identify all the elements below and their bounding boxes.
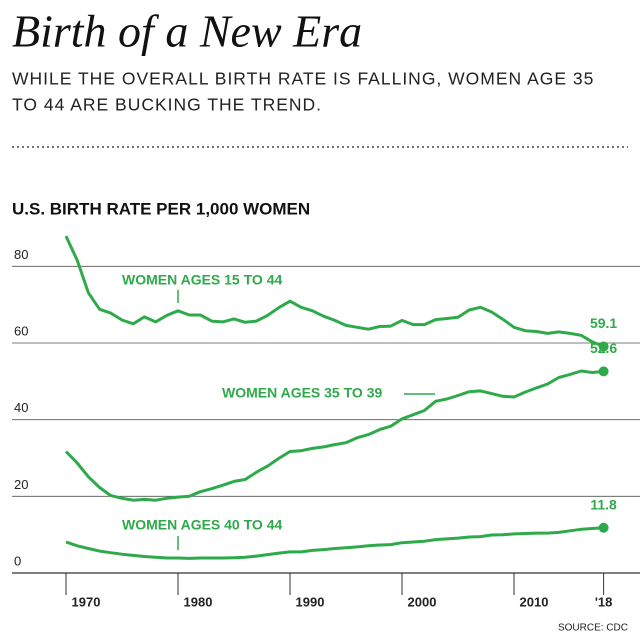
x-tick-label: '18: [595, 594, 613, 609]
y-tick-label: 80: [14, 247, 28, 262]
end-dot: [598, 522, 609, 533]
end-dot: [598, 341, 609, 352]
end-dot: [598, 366, 609, 377]
x-tick-label: 2010: [520, 594, 549, 609]
series-label: WOMEN AGES 15 TO 44: [122, 272, 282, 288]
series-line: [64, 235, 605, 348]
end-label: 59.1: [590, 315, 617, 331]
y-tick-label: 60: [14, 323, 28, 338]
subtitle: TO 44 ARE BUCKING THE TREND.: [12, 95, 322, 115]
source: SOURCE: CDC: [558, 623, 628, 634]
x-tick-label: 1990: [296, 594, 325, 609]
series-label: WOMEN AGES 40 TO 44: [122, 517, 282, 533]
end-label: 52.6: [590, 340, 617, 356]
chart-title: Birth of a New Era: [12, 6, 362, 57]
series-line: [65, 526, 604, 560]
series-line: [64, 369, 604, 502]
subtitle: WHILE THE OVERALL BIRTH RATE IS FALLING,…: [12, 69, 594, 89]
x-tick-label: 2000: [408, 594, 437, 609]
end-label: 11.8: [590, 496, 617, 512]
x-tick-label: 1970: [72, 594, 101, 609]
series-label: WOMEN AGES 35 TO 39: [222, 385, 382, 401]
y-tick-label: 0: [14, 553, 21, 568]
y-tick-label: 20: [14, 477, 28, 492]
y-tick-label: 40: [14, 400, 28, 415]
chart-subtitle: U.S. BIRTH RATE PER 1,000 WOMEN: [12, 199, 310, 218]
x-tick-label: 1980: [184, 594, 213, 609]
